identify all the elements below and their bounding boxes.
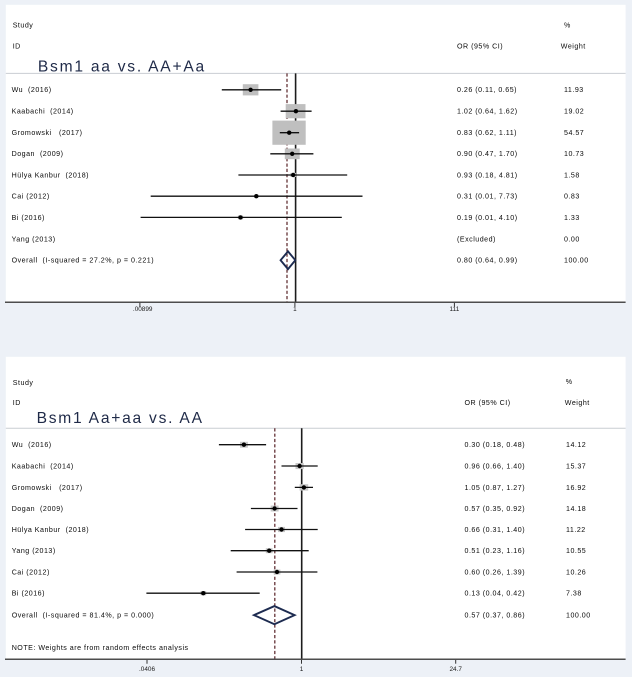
svg-text:111: 111	[450, 306, 460, 313]
svg-text:10.73: 10.73	[564, 150, 584, 158]
svg-text:0.80 (0.64, 0.99): 0.80 (0.64, 0.99)	[457, 257, 518, 265]
svg-text:Hülya Kanbur (2018): Hülya Kanbur (2018)	[12, 526, 89, 534]
svg-text:Yang (2013): Yang (2013)	[12, 235, 56, 243]
svg-text:10.55: 10.55	[566, 547, 586, 555]
svg-text:24.7: 24.7	[449, 666, 462, 673]
svg-text:Cai (2012): Cai (2012)	[12, 193, 50, 201]
svg-text:0.83: 0.83	[564, 193, 580, 201]
svg-text:0.57 (0.35, 0.92): 0.57 (0.35, 0.92)	[465, 505, 526, 513]
svg-text:Study: Study	[13, 21, 34, 29]
svg-text:Dogan (2009): Dogan (2009)	[12, 505, 64, 513]
svg-text:Gromowski (2017): Gromowski (2017)	[12, 484, 83, 492]
svg-text:NOTE: Weights are from random: NOTE: Weights are from random effects an…	[12, 644, 189, 652]
svg-text:1: 1	[300, 666, 304, 673]
svg-text:.0406: .0406	[139, 666, 155, 673]
svg-text:0.57 (0.37, 0.86): 0.57 (0.37, 0.86)	[465, 612, 526, 620]
svg-text:1.58: 1.58	[564, 171, 580, 179]
svg-text:Yang (2013): Yang (2013)	[12, 547, 56, 555]
svg-text:%: %	[566, 378, 573, 386]
svg-text:ID: ID	[13, 399, 21, 407]
svg-text:Bi (2016): Bi (2016)	[12, 214, 45, 222]
svg-text:Wu (2016): Wu (2016)	[12, 441, 52, 449]
svg-text:OR (95% CI): OR (95% CI)	[465, 399, 511, 407]
svg-text:0.26 (0.11, 0.65): 0.26 (0.11, 0.65)	[457, 86, 517, 94]
svg-text:0.93 (0.18, 4.81): 0.93 (0.18, 4.81)	[457, 171, 518, 179]
svg-text:0.66 (0.31, 1.40): 0.66 (0.31, 1.40)	[465, 526, 526, 534]
svg-text:.00899: .00899	[133, 306, 153, 313]
svg-text:14.18: 14.18	[566, 505, 586, 513]
svg-text:Study: Study	[13, 379, 34, 387]
svg-text:1: 1	[293, 306, 297, 313]
svg-text:Kaabachi (2014): Kaabachi (2014)	[12, 462, 74, 470]
svg-text:11.22: 11.22	[566, 526, 586, 534]
svg-text:0.00: 0.00	[564, 235, 580, 243]
svg-text:54.57: 54.57	[564, 129, 584, 137]
svg-text:0.30 (0.18, 0.48): 0.30 (0.18, 0.48)	[465, 441, 526, 449]
svg-text:10.26: 10.26	[566, 568, 586, 576]
svg-text:Dogan (2009): Dogan (2009)	[12, 150, 64, 158]
svg-text:100.00: 100.00	[566, 612, 591, 620]
svg-text:0.13 (0.04, 0.42): 0.13 (0.04, 0.42)	[465, 590, 526, 598]
svg-text:0.60 (0.26, 1.39): 0.60 (0.26, 1.39)	[465, 568, 526, 576]
svg-text:100.00: 100.00	[564, 257, 589, 265]
svg-text:Overall (I-squared = 81.4%, p: Overall (I-squared = 81.4%, p = 0.000)	[12, 612, 155, 620]
svg-text:0.96 (0.66, 1.40): 0.96 (0.66, 1.40)	[465, 462, 526, 470]
svg-text:0.90 (0.47, 1.70): 0.90 (0.47, 1.70)	[457, 150, 518, 158]
svg-text:Wu (2016): Wu (2016)	[12, 86, 52, 94]
svg-text:Weight: Weight	[561, 42, 586, 50]
svg-text:0.31 (0.01, 7.73): 0.31 (0.01, 7.73)	[457, 193, 518, 201]
svg-text:19.02: 19.02	[564, 108, 584, 116]
svg-text:1.05 (0.87, 1.27): 1.05 (0.87, 1.27)	[465, 484, 526, 492]
svg-text:Bi (2016): Bi (2016)	[12, 590, 45, 598]
svg-text:Bsm1 aa vs. AA+Aa: Bsm1 aa vs. AA+Aa	[38, 58, 206, 75]
svg-text:0.83 (0.62, 1.11): 0.83 (0.62, 1.11)	[457, 129, 517, 137]
svg-text:11.93: 11.93	[564, 86, 584, 94]
svg-text:14.12: 14.12	[566, 441, 586, 449]
svg-text:1.33: 1.33	[564, 214, 580, 222]
svg-text:0.19 (0.01, 4.10): 0.19 (0.01, 4.10)	[457, 214, 518, 222]
svg-text:Cai (2012): Cai (2012)	[12, 568, 50, 576]
svg-text:Kaabachi (2014): Kaabachi (2014)	[12, 108, 74, 116]
svg-text:Overall (I-squared = 27.2%, p: Overall (I-squared = 27.2%, p = 0.221)	[12, 257, 155, 265]
svg-text:16.92: 16.92	[566, 484, 586, 492]
svg-text:Weight: Weight	[565, 399, 590, 407]
svg-text:(Excluded): (Excluded)	[457, 235, 496, 243]
svg-text:15.37: 15.37	[566, 462, 586, 470]
svg-text:ID: ID	[13, 42, 21, 50]
svg-text:OR (95% CI): OR (95% CI)	[457, 42, 503, 50]
svg-text:Hülya Kanbur (2018): Hülya Kanbur (2018)	[12, 171, 89, 179]
svg-text:1.02 (0.64, 1.62): 1.02 (0.64, 1.62)	[457, 108, 518, 116]
svg-text:Bsm1 Aa+aa vs. AA: Bsm1 Aa+aa vs. AA	[37, 410, 204, 427]
svg-text:0.51 (0.23, 1.16): 0.51 (0.23, 1.16)	[465, 547, 526, 555]
svg-text:%: %	[564, 21, 571, 29]
svg-text:7.38: 7.38	[566, 590, 582, 598]
svg-text:Gromowski (2017): Gromowski (2017)	[12, 129, 83, 137]
